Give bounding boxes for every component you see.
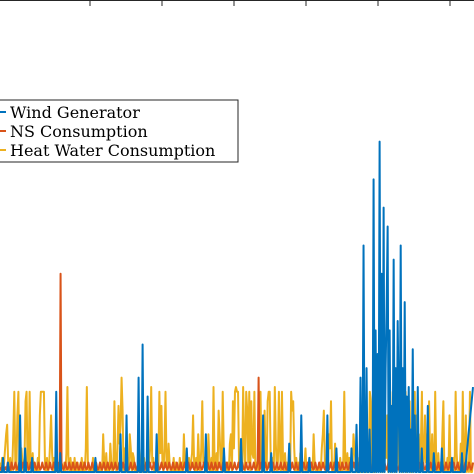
series-line-wind-generator <box>0 140 474 473</box>
axes-frame <box>0 0 474 6</box>
legend-box <box>0 99 239 163</box>
series-layer <box>0 140 474 473</box>
legend: Wind Generator NS Consumption Heat Water… <box>0 99 239 163</box>
legend-label-ns-consumption: NS Consumption <box>10 122 148 141</box>
legend-label-wind-generator: Wind Generator <box>10 103 140 122</box>
legend-label-heat-water-consumption: Heat Water Consumption <box>10 141 215 160</box>
